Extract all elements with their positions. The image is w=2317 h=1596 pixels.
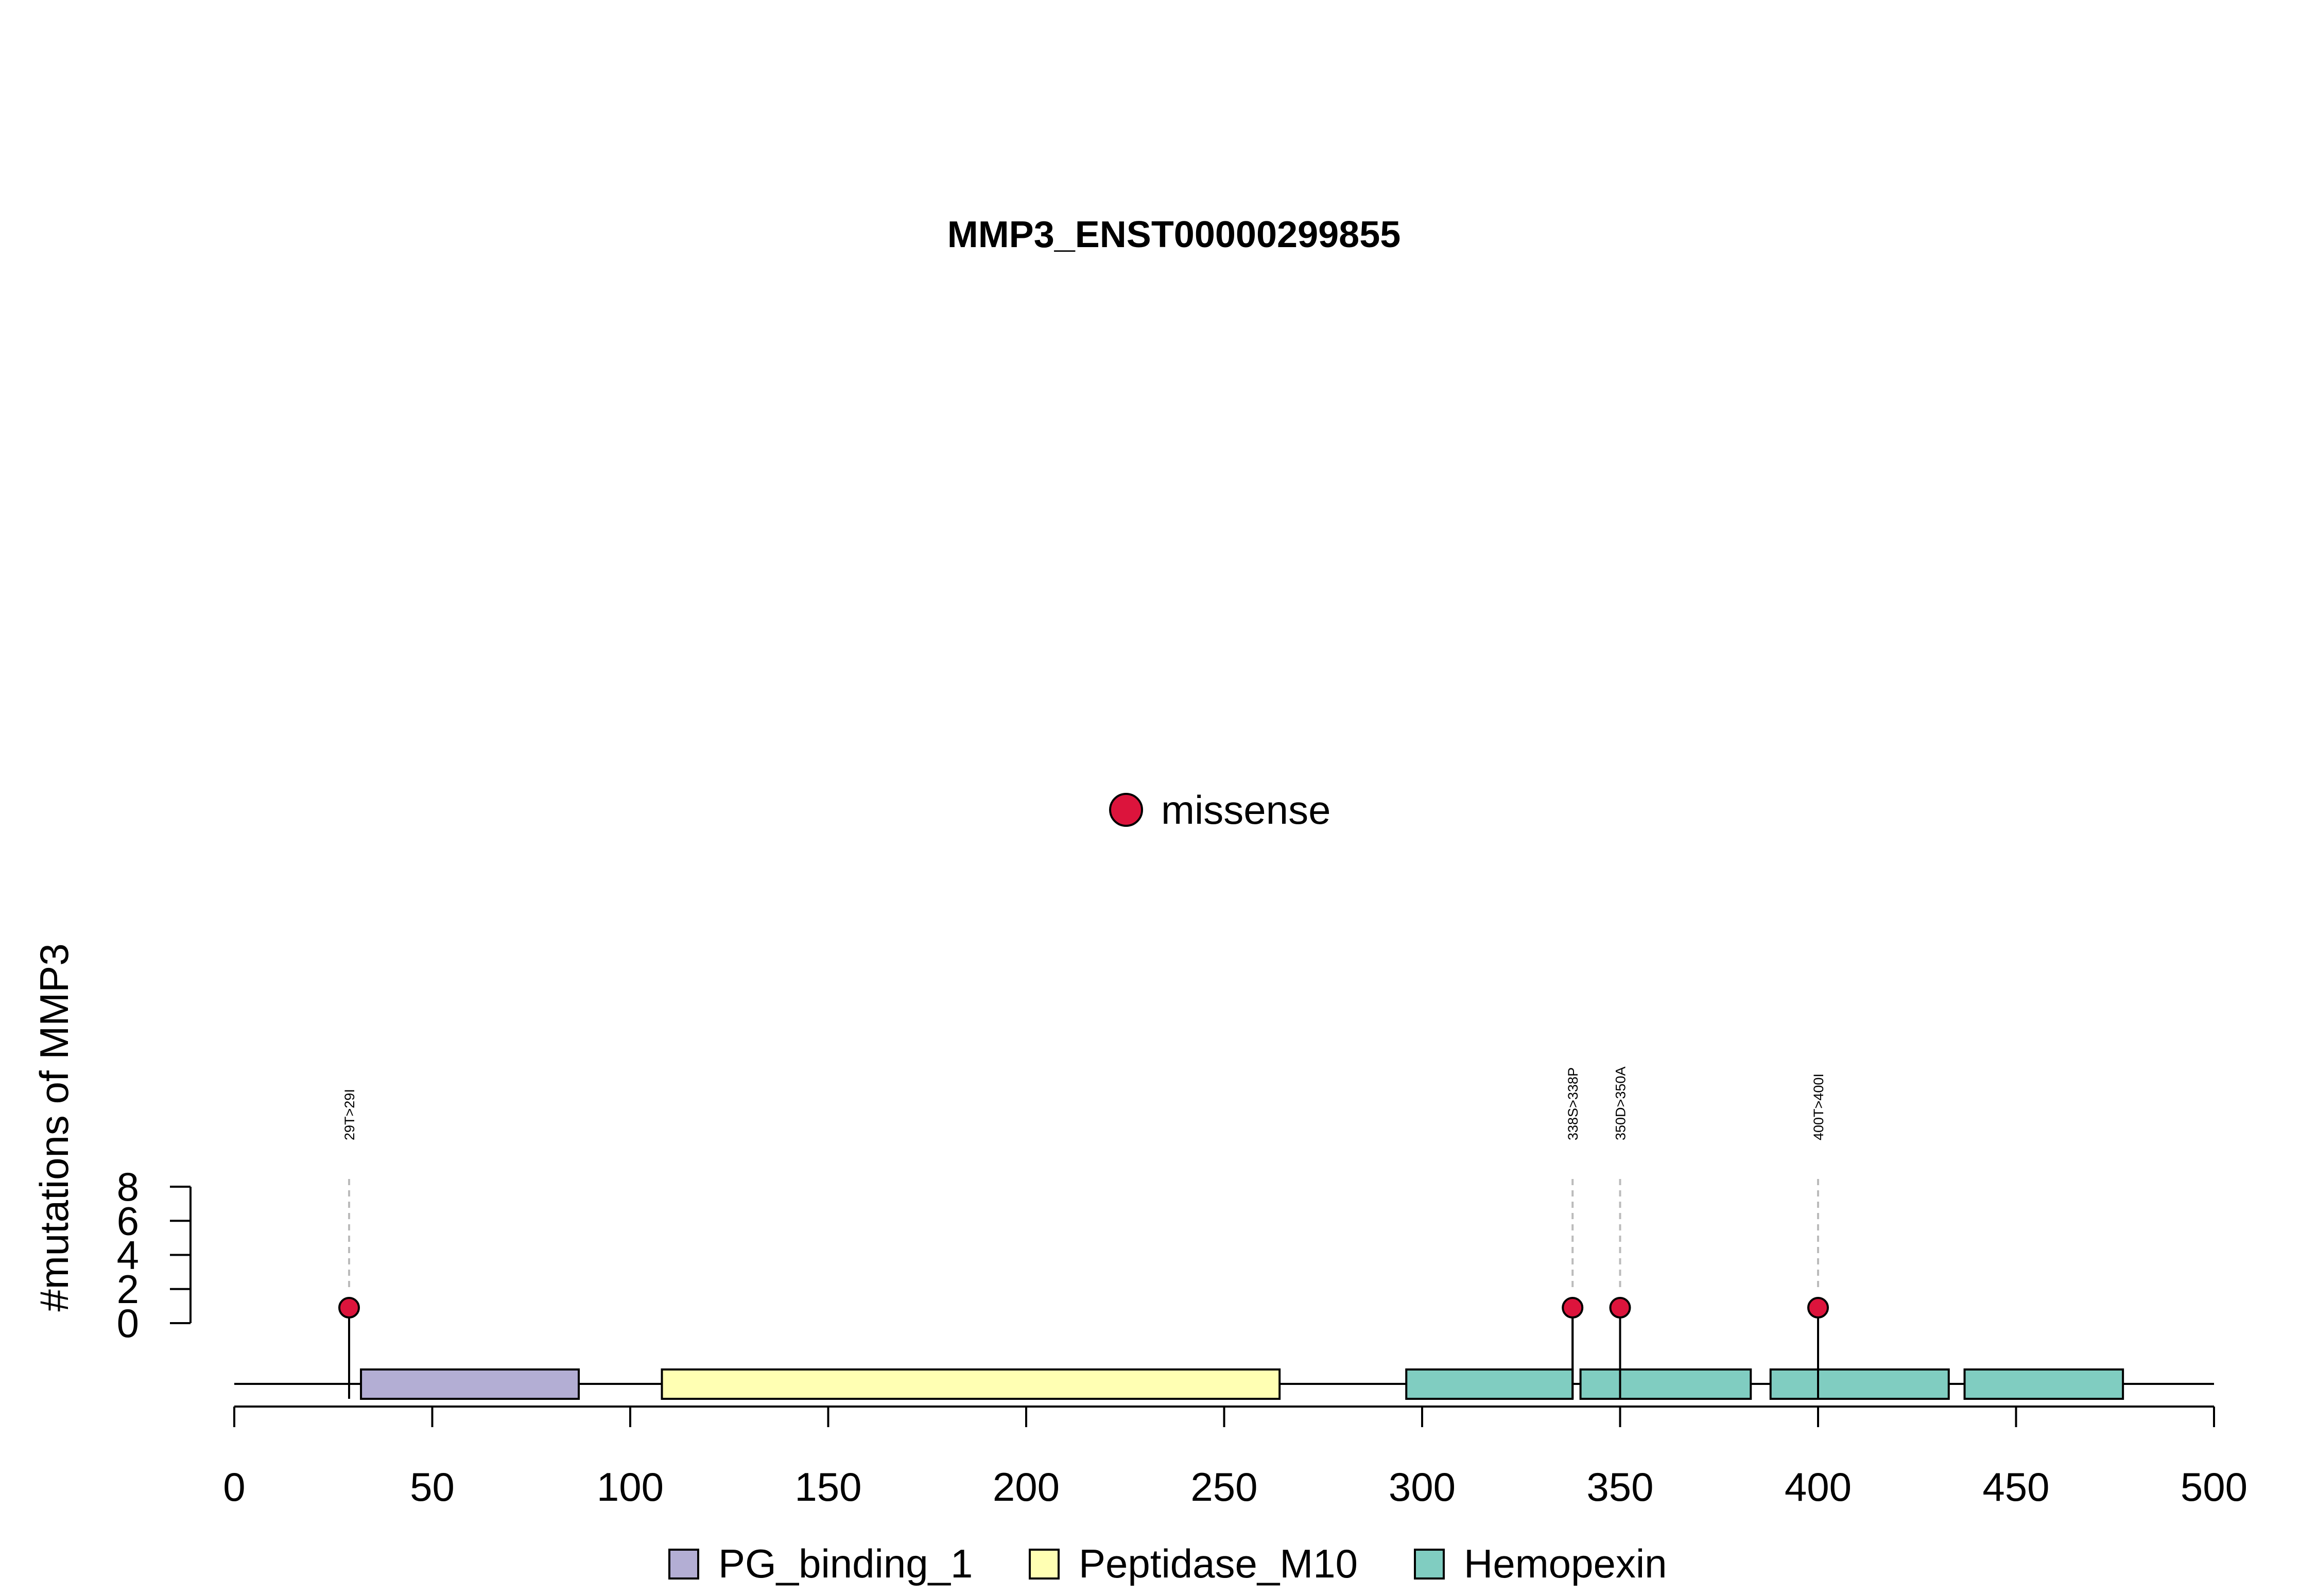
y-tick-label: 8 <box>117 1164 139 1209</box>
x-tick-label: 0 <box>223 1464 245 1510</box>
mutation-lollipops: 29T>29I 338S>338P 350D>350A 400T>400I <box>338 1067 1829 1399</box>
legend-label-peptidase-m10: Peptidase_M10 <box>1079 1541 1358 1586</box>
x-tick-label: 400 <box>1785 1464 1852 1510</box>
y-tick-label: 6 <box>117 1198 139 1243</box>
x-tick-label: 300 <box>1389 1464 1456 1510</box>
y-axis-label: #mutations of MMP3 <box>31 943 77 1311</box>
legend-label-pg-binding-1: PG_binding_1 <box>718 1541 973 1586</box>
domain-hemopexin <box>1769 1368 1950 1400</box>
mutation-head-missense <box>1807 1297 1829 1319</box>
y-tick-label: 0 <box>117 1300 139 1346</box>
legend-swatch-hemopexin <box>1414 1549 1445 1580</box>
domain-hemopexin <box>1405 1368 1574 1400</box>
mutation-label: 400T>400I <box>1811 1073 1826 1140</box>
domain-hemopexin <box>1963 1368 2124 1400</box>
x-tick-label: 450 <box>1982 1464 2049 1510</box>
mutation-label: 29T>29I <box>342 1089 357 1140</box>
mutation-head-missense <box>1562 1297 1584 1319</box>
x-tick-label: 50 <box>410 1464 455 1510</box>
mutation-head-missense <box>1609 1297 1631 1319</box>
legend-missense-marker <box>1109 793 1143 827</box>
legend-label-hemopexin: Hemopexin <box>1464 1541 1667 1586</box>
legend-swatch-pg-binding-1 <box>668 1549 699 1580</box>
x-tick-label: 250 <box>1190 1464 1257 1510</box>
x-tick-label: 350 <box>1586 1464 1653 1510</box>
domain-legend: PG_binding_1 Peptidase_M10 Hemopexin <box>668 1541 1667 1586</box>
mutation-legend: missense <box>1109 787 1330 832</box>
x-tick-label: 500 <box>2181 1464 2247 1510</box>
legend-missense-label: missense <box>1161 787 1330 832</box>
mutation-label: 350D>350A <box>1613 1067 1629 1140</box>
mutation-head-missense <box>338 1297 360 1319</box>
x-tick-label: 200 <box>993 1464 1060 1510</box>
x-tick-label: 100 <box>597 1464 664 1510</box>
mutation-label: 338S>338P <box>1565 1067 1581 1140</box>
domain-pg-binding-1 <box>360 1368 580 1400</box>
domain-peptidase-m10 <box>661 1368 1281 1400</box>
domain-hemopexin <box>1579 1368 1752 1400</box>
y-tick-label: 4 <box>117 1233 139 1278</box>
chart-title: MMP3_ENST00000299855 <box>947 214 1401 255</box>
y-tick-label: 2 <box>117 1267 139 1312</box>
x-tick-label: 150 <box>794 1464 861 1510</box>
domain-track <box>348 1308 2124 1400</box>
x-axis: 0 50 100 150 200 250 300 350 400 450 500 <box>223 1406 2247 1510</box>
legend-swatch-peptidase-m10 <box>1029 1549 1060 1580</box>
